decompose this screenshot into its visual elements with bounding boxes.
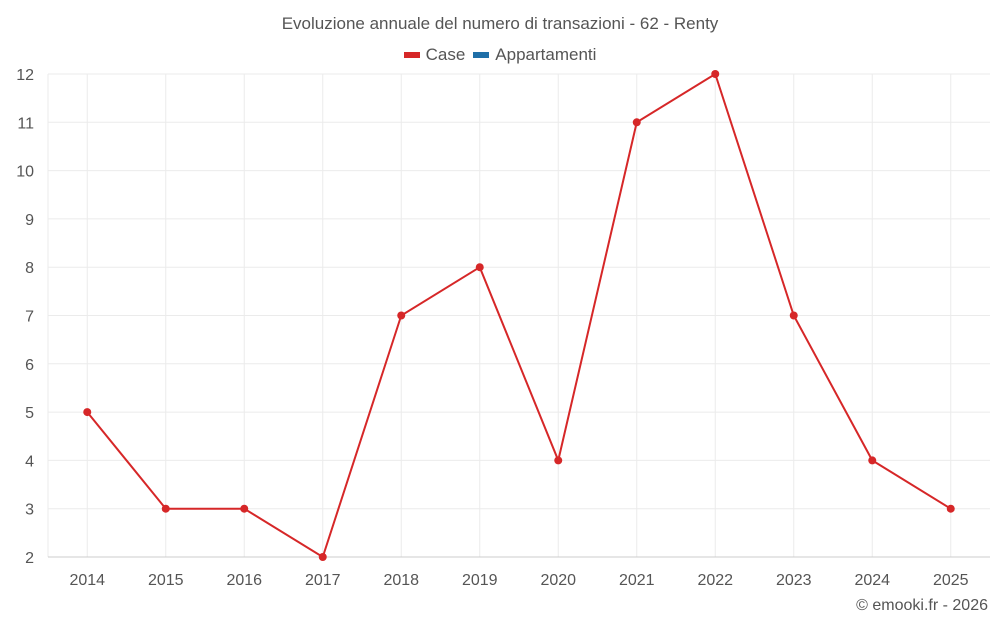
legend-item-case[interactable]: Case: [403, 45, 466, 65]
x-tick-label: 2022: [697, 572, 733, 589]
legend: Case Appartamenti: [0, 45, 1000, 65]
data-point: [397, 311, 406, 320]
x-tick-label: 2016: [226, 572, 262, 589]
y-tick-label: 10: [16, 164, 34, 181]
data-point: [161, 504, 170, 513]
y-tick-label: 12: [16, 67, 34, 84]
data-point: [475, 263, 484, 272]
series-line-case: [86, 72, 952, 559]
x-tick-label: 2020: [540, 572, 576, 589]
data-point: [946, 504, 955, 513]
x-tick-label: 2019: [462, 572, 498, 589]
copyright-credit: © emooki.fr - 2026: [856, 597, 988, 614]
y-tick-label: 3: [25, 502, 34, 519]
data-point: [554, 456, 563, 465]
legend-swatch-case: [403, 52, 420, 58]
data-point: [318, 553, 327, 561]
data-point: [240, 504, 249, 513]
data-point: [632, 118, 641, 127]
data-point: [711, 70, 720, 78]
x-tick-label: 2014: [69, 572, 105, 589]
y-tick-label: 2: [25, 550, 34, 567]
legend-item-appartamenti[interactable]: Appartamenti: [473, 45, 596, 65]
legend-label-appartamenti: Appartamenti: [495, 45, 597, 64]
legend-swatch-appartamenti: [473, 52, 490, 58]
chart-title: Evoluzione annuale del numero di transaz…: [281, 14, 719, 33]
y-tick-label: 11: [17, 115, 34, 132]
y-tick-label: 6: [25, 357, 34, 374]
x-tick-label: 2025: [933, 572, 969, 589]
y-tick-label: 7: [25, 309, 34, 326]
y-tick-label: 8: [25, 260, 34, 277]
x-tick-label: 2023: [776, 572, 812, 589]
x-tick-label: 2021: [619, 572, 655, 589]
x-tick-label: 2015: [148, 572, 184, 589]
data-point: [868, 456, 877, 465]
legend-label-case: Case: [425, 45, 466, 64]
data-point: [789, 311, 798, 320]
y-tick-label: 5: [25, 405, 34, 422]
x-tick-label: 2018: [383, 572, 419, 589]
y-tick-label: 4: [25, 453, 34, 470]
x-tick-label: 2024: [854, 572, 890, 589]
y-tick-label: 9: [25, 212, 34, 229]
data-point: [83, 408, 92, 417]
x-tick-label: 2017: [305, 572, 341, 589]
